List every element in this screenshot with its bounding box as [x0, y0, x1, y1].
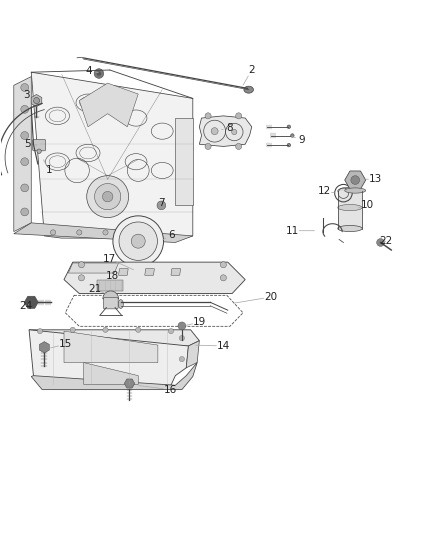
Polygon shape: [186, 341, 199, 368]
Circle shape: [131, 234, 145, 248]
Text: 9: 9: [299, 135, 305, 145]
Circle shape: [37, 149, 41, 154]
Circle shape: [129, 230, 134, 235]
Circle shape: [220, 275, 226, 281]
Circle shape: [50, 230, 56, 235]
Circle shape: [102, 191, 113, 202]
Ellipse shape: [287, 125, 290, 128]
Circle shape: [157, 201, 166, 210]
Ellipse shape: [338, 188, 362, 195]
Text: 16: 16: [163, 385, 177, 394]
Ellipse shape: [118, 300, 124, 309]
Circle shape: [178, 322, 186, 330]
Circle shape: [351, 176, 360, 184]
Polygon shape: [29, 330, 199, 346]
Circle shape: [95, 183, 121, 210]
Circle shape: [78, 262, 85, 268]
Circle shape: [205, 113, 211, 119]
FancyBboxPatch shape: [32, 140, 46, 151]
Circle shape: [211, 128, 218, 135]
Circle shape: [220, 262, 226, 268]
Circle shape: [179, 357, 184, 362]
Circle shape: [232, 130, 237, 135]
Text: 24: 24: [19, 301, 33, 311]
Polygon shape: [175, 118, 193, 205]
Circle shape: [97, 71, 101, 76]
Circle shape: [179, 335, 184, 341]
Ellipse shape: [244, 86, 254, 93]
Text: 22: 22: [379, 236, 392, 246]
Polygon shape: [119, 269, 128, 275]
Circle shape: [113, 216, 163, 266]
Ellipse shape: [290, 134, 294, 138]
Circle shape: [103, 327, 108, 333]
Text: 7: 7: [158, 198, 165, 208]
Ellipse shape: [345, 188, 366, 193]
Circle shape: [136, 327, 141, 333]
Text: 20: 20: [264, 292, 277, 302]
Polygon shape: [14, 77, 31, 231]
Circle shape: [37, 328, 42, 334]
Circle shape: [236, 143, 242, 149]
Circle shape: [155, 230, 160, 235]
Circle shape: [21, 106, 28, 113]
Text: 4: 4: [85, 66, 92, 76]
Text: 14: 14: [217, 341, 230, 351]
Text: 3: 3: [23, 91, 29, 100]
Circle shape: [119, 222, 157, 261]
Ellipse shape: [338, 205, 362, 211]
Circle shape: [236, 113, 242, 119]
Text: 1: 1: [46, 165, 52, 175]
Polygon shape: [145, 269, 154, 275]
Polygon shape: [64, 331, 158, 362]
Circle shape: [21, 208, 28, 216]
Text: 5: 5: [25, 139, 31, 149]
Polygon shape: [103, 291, 119, 299]
Polygon shape: [29, 330, 188, 385]
Circle shape: [103, 230, 108, 235]
Circle shape: [94, 69, 104, 78]
Circle shape: [33, 98, 39, 103]
Text: 12: 12: [318, 187, 331, 196]
Text: 21: 21: [88, 284, 101, 294]
Circle shape: [168, 328, 173, 334]
Polygon shape: [64, 262, 245, 294]
Text: 15: 15: [59, 339, 72, 349]
Polygon shape: [14, 223, 193, 243]
Ellipse shape: [338, 225, 362, 231]
Polygon shape: [79, 83, 138, 127]
FancyBboxPatch shape: [103, 297, 118, 309]
Text: 10: 10: [361, 200, 374, 211]
Polygon shape: [171, 269, 180, 275]
Text: 2: 2: [248, 65, 255, 75]
Circle shape: [205, 143, 211, 149]
Text: 19: 19: [193, 317, 206, 327]
Text: 18: 18: [106, 271, 119, 281]
Polygon shape: [31, 362, 197, 390]
Circle shape: [87, 176, 129, 217]
Circle shape: [21, 84, 28, 92]
Circle shape: [78, 275, 85, 281]
Circle shape: [21, 132, 28, 140]
Circle shape: [21, 184, 28, 192]
Ellipse shape: [287, 143, 290, 147]
Text: 17: 17: [102, 254, 116, 264]
Circle shape: [77, 230, 82, 235]
Polygon shape: [84, 362, 138, 384]
Text: 6: 6: [169, 230, 175, 240]
FancyBboxPatch shape: [338, 191, 362, 229]
Circle shape: [70, 327, 75, 333]
Polygon shape: [31, 72, 193, 240]
Circle shape: [21, 158, 28, 166]
Circle shape: [377, 239, 385, 246]
Text: 8: 8: [226, 123, 233, 133]
Polygon shape: [199, 116, 252, 147]
Text: 13: 13: [369, 174, 382, 184]
Polygon shape: [68, 263, 119, 273]
Polygon shape: [97, 280, 123, 290]
Text: 11: 11: [286, 225, 299, 236]
